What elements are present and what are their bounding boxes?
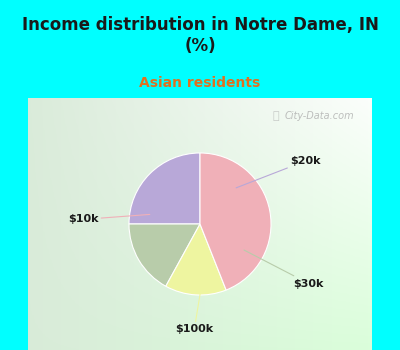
- Text: Income distribution in Notre Dame, IN
(%): Income distribution in Notre Dame, IN (%…: [22, 16, 378, 55]
- Wedge shape: [129, 224, 200, 286]
- Wedge shape: [129, 153, 200, 224]
- Text: $10k: $10k: [68, 215, 150, 224]
- Text: Asian residents: Asian residents: [139, 76, 261, 90]
- Wedge shape: [200, 153, 271, 290]
- Text: $20k: $20k: [236, 156, 321, 188]
- Text: City-Data.com: City-Data.com: [285, 111, 355, 121]
- Text: $30k: $30k: [244, 250, 324, 288]
- Text: $100k: $100k: [175, 275, 213, 334]
- Text: ⦿: ⦿: [272, 111, 279, 121]
- Wedge shape: [166, 224, 226, 295]
